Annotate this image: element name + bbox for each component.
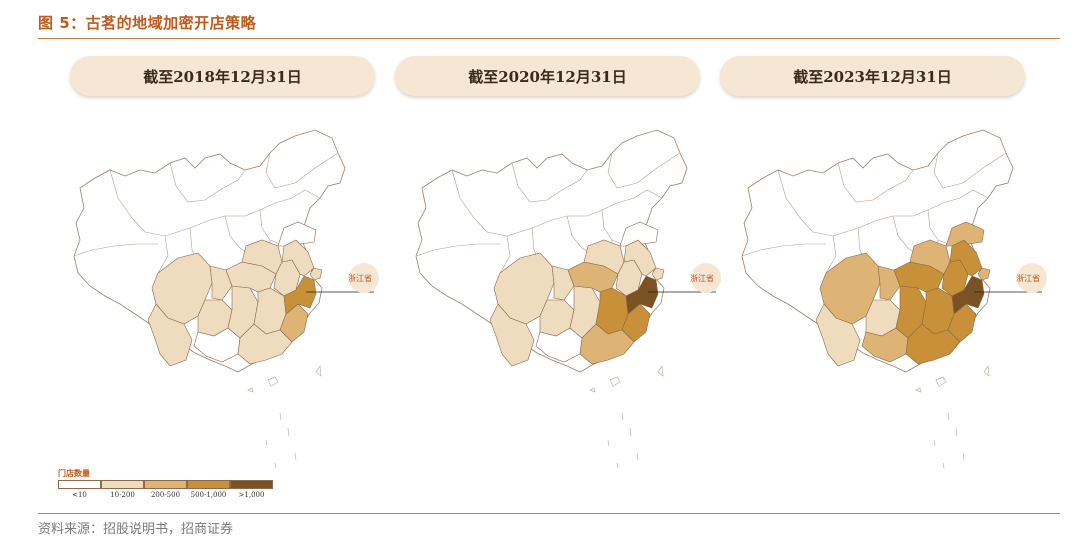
province-shandong: [945, 221, 985, 247]
province-guangdong: [905, 323, 961, 365]
province-zhejiang: [283, 275, 317, 315]
legend-labels: <10 10-200 200-500 500-1,000 >1,000: [58, 491, 273, 499]
south-sea-island: [609, 376, 621, 387]
south-sea-island: [962, 452, 965, 461]
legend-swatch-10-200: [101, 480, 144, 489]
south-sea-island: [629, 427, 632, 437]
province-shandong: [277, 221, 317, 247]
province-henan: [909, 239, 951, 275]
province-zhejiang: [951, 275, 985, 315]
province-yunnan: [147, 303, 193, 367]
south-sea-island: [935, 376, 947, 387]
province-border: [837, 162, 914, 203]
province-border: [169, 162, 246, 203]
callout-circle: [1017, 263, 1047, 293]
south-sea-island: [607, 439, 610, 447]
south-sea-island: [287, 427, 290, 437]
province-henan: [583, 239, 625, 275]
south-sea-island: [947, 412, 950, 421]
province-shanghai: [977, 267, 991, 281]
province-border: [244, 189, 321, 217]
panel-label-2020: 截至2020年12月31日: [395, 56, 700, 96]
legend-label-gt1000: >1,000: [238, 491, 265, 499]
south-sea-island: [636, 452, 639, 461]
source-note: 资料来源：招股说明书，招商证券: [38, 522, 234, 537]
south-sea-island: [616, 462, 619, 469]
china-map-0: 浙江省: [73, 129, 379, 469]
province-border: [511, 162, 588, 203]
south-sea-island: [589, 387, 596, 393]
china-map-1: 浙江省: [415, 129, 721, 469]
legend-swatch-500-1000: [187, 480, 230, 489]
legend-swatch-lt10: [58, 480, 101, 489]
panel-label-2023: 截至2023年12月31日: [720, 56, 1025, 96]
province-henan: [241, 239, 283, 275]
legend-swatch-gt1000: [230, 480, 273, 489]
province-border: [265, 152, 339, 189]
south-sea-island: [294, 452, 297, 461]
province-guangdong: [237, 323, 293, 365]
callout-circle: [691, 263, 721, 293]
figure-title: 图 5：古茗的地域加密开店策略: [38, 14, 257, 32]
legend-label-500-1000: 500-1,000: [190, 491, 227, 499]
province-border: [73, 243, 158, 257]
province-border: [586, 189, 663, 217]
south-sea-island: [621, 412, 624, 421]
panel-label-2018: 截至2018年12月31日: [70, 56, 375, 96]
province-border: [741, 243, 826, 257]
south-sea-island: [983, 364, 990, 377]
province-zhejiang: [625, 275, 659, 315]
callout-label: 浙江省: [1016, 273, 1040, 283]
province-border: [912, 189, 989, 217]
south-sea-island: [315, 364, 322, 377]
china-map-2: 浙江省: [741, 129, 1047, 469]
bottom-rule: [38, 513, 1060, 514]
legend-title: 门店数量: [58, 469, 90, 478]
province-border: [825, 235, 837, 274]
province-shandong: [619, 221, 659, 247]
legend-label-lt10: <10: [72, 491, 87, 499]
south-sea-island: [247, 387, 254, 393]
province-border: [415, 243, 500, 257]
south-sea-island: [942, 462, 945, 469]
south-sea-island: [274, 462, 277, 469]
province-shanghai: [651, 267, 665, 281]
top-rule: [38, 38, 1060, 39]
south-sea-island: [267, 376, 279, 387]
south-sea-island: [955, 427, 958, 437]
legend-label-10-200: 10-200: [110, 491, 135, 499]
callout-label: 浙江省: [348, 273, 372, 283]
callout-label: 浙江省: [690, 273, 714, 283]
province-shanghai: [309, 267, 323, 281]
callout-circle: [349, 263, 379, 293]
legend-swatches: [58, 480, 273, 489]
province-yunnan: [489, 303, 535, 367]
province-border: [607, 152, 681, 189]
south-sea-island: [265, 439, 268, 447]
province-border: [157, 235, 169, 274]
province-border: [499, 235, 511, 274]
south-sea-island: [279, 412, 282, 421]
province-guangdong: [579, 323, 635, 365]
province-border: [933, 152, 1007, 189]
south-sea-island: [933, 439, 936, 447]
south-sea-island: [915, 387, 922, 393]
legend-swatch-200-500: [144, 480, 187, 489]
legend-label-200-500: 200-500: [150, 491, 181, 499]
south-sea-island: [657, 364, 664, 377]
province-yunnan: [815, 303, 861, 367]
